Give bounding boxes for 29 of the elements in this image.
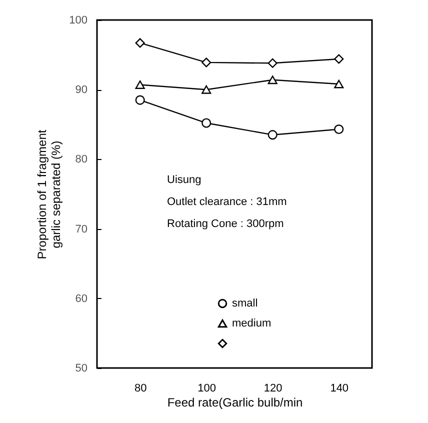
- legend-label: medium: [232, 318, 272, 330]
- point: [135, 95, 145, 105]
- annotation: Outlet clearance : 31mm: [167, 196, 287, 208]
- y-tick-label: 60: [75, 292, 88, 305]
- point: [334, 124, 344, 134]
- y-axis-title: Proportion of 1 fragment garlic separated (%): [35, 129, 64, 260]
- legend-label: small: [232, 298, 258, 310]
- point: [268, 58, 278, 68]
- y-tick-label: 100: [69, 14, 88, 26]
- x-tick-label: 140: [330, 382, 349, 394]
- point: [135, 38, 145, 48]
- x-tick-label: 80: [134, 382, 147, 394]
- point: [202, 118, 212, 128]
- y-tick-label: 70: [75, 223, 88, 236]
- y-tick-label: 90: [75, 84, 88, 96]
- point: [268, 130, 278, 140]
- point: [334, 80, 344, 88]
- y-tick-label: 50: [75, 362, 88, 374]
- x-tick-label: 100: [198, 382, 216, 394]
- point: [202, 85, 212, 94]
- annotation: Rotating Cone : 300rpm: [167, 218, 284, 230]
- point: [268, 76, 278, 84]
- point: [202, 58, 212, 68]
- point: [135, 80, 145, 89]
- point: [334, 54, 344, 64]
- annotation: Uisung: [167, 174, 202, 186]
- x-axis-title: Feed rate(Garlic bulb/min: [167, 396, 303, 410]
- x-tick-label: 120: [264, 382, 282, 394]
- y-tick-label: 80: [75, 154, 88, 166]
